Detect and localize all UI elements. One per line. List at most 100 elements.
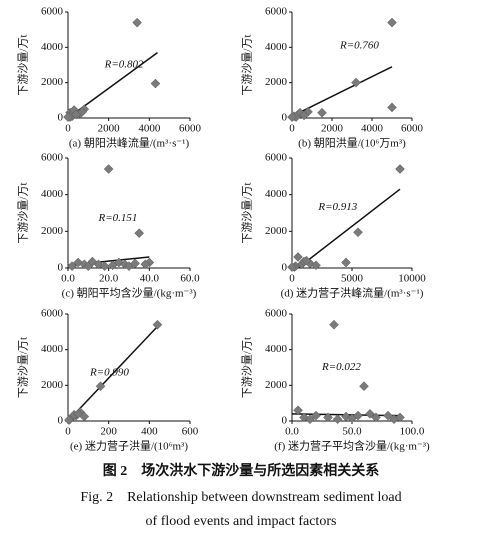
annotation: R=0.022 (321, 361, 361, 373)
point (365, 409, 375, 419)
x-tick-label: 6000 (401, 123, 424, 135)
point (130, 258, 140, 269)
x-axis-label: (b) 朝阳洪量/(10⁶万m³) (298, 136, 406, 150)
panel: 0 2000 4000 6000 0.0 50.0 100.0 下游沙量/万t (f) 迷力营子… (241, 308, 431, 453)
point (301, 255, 312, 266)
y-tick-label: 2000 (265, 379, 288, 391)
point (303, 106, 313, 117)
point (73, 257, 84, 268)
caption-en: of flood events and impact factors (146, 514, 337, 529)
x-tick-label: 20.0 (99, 273, 119, 285)
y-tick-label: 6000 (265, 308, 288, 320)
point (99, 261, 110, 272)
point (395, 412, 405, 423)
x-axis-label: (a) 朝阳洪峰流量/(m³·s⁻¹) (69, 136, 190, 150)
trendline (297, 188, 401, 269)
y-tick-label: 2000 (265, 76, 288, 88)
point (77, 106, 88, 117)
y-axis-label: 下游沙量/万t (17, 182, 30, 243)
caption-en: Fig. 2 Relationship between downstream s… (80, 490, 401, 505)
point (351, 77, 361, 88)
y-tick-label: 2000 (41, 379, 64, 391)
x-tick-label: 6000 (179, 123, 202, 135)
annotation: R=0.760 (339, 39, 379, 51)
point (103, 164, 114, 174)
y-axis-label: 下游沙量/万t (17, 34, 30, 95)
point (95, 381, 106, 392)
point (387, 102, 397, 113)
point (305, 414, 315, 425)
y-tick-label: 4000 (41, 188, 64, 200)
point (132, 17, 142, 28)
x-tick-label: 4000 (361, 123, 384, 135)
y-tick-label: 0 (58, 112, 64, 124)
panel: 0 2000 4000 6000 0 5000 10000 下游沙量/万t (d) 迷力营子洪峰… (241, 152, 427, 300)
x-tick-label: 600 (182, 426, 199, 438)
panel: 0 2000 4000 6000 0 200 400 600 下游沙量/万t (e) 迷力营子洪量… (17, 308, 199, 453)
x-tick-label: 60.0 (180, 273, 200, 285)
y-tick-label: 4000 (265, 41, 288, 53)
x-tick-label: 40.0 (140, 273, 160, 285)
point (383, 410, 393, 421)
y-tick-label: 2000 (41, 76, 64, 88)
y-axis-label: 下游沙量/万t (241, 337, 254, 398)
x-axis-label: (c) 朝阳平均含沙量/(kg·m⁻³) (62, 286, 197, 300)
x-tick-label: 2000 (98, 123, 121, 135)
point (353, 227, 363, 238)
x-tick-label: 5000 (341, 273, 364, 285)
x-axis-label: (d) 迷力营子洪峰流量/(m³·s⁻¹) (281, 286, 424, 300)
point (150, 78, 161, 89)
y-tick-label: 6000 (265, 152, 288, 164)
point (152, 319, 163, 330)
y-tick-label: 4000 (41, 343, 64, 355)
y-tick-label: 6000 (41, 6, 64, 18)
y-tick-label: 0 (58, 415, 64, 427)
y-tick-label: 6000 (41, 152, 64, 164)
x-tick-label: 0.0 (61, 273, 75, 285)
annotation: R=0.913 (317, 201, 357, 213)
point (341, 411, 351, 422)
y-tick-label: 2000 (41, 225, 64, 237)
point (63, 112, 73, 122)
point (64, 415, 74, 425)
point (134, 228, 145, 239)
y-tick-label: 0 (282, 415, 288, 427)
point (299, 110, 309, 121)
x-tick-label: 0 (65, 426, 71, 438)
y-tick-label: 0 (282, 112, 288, 124)
point (341, 257, 351, 268)
annotation: R=0.802 (104, 59, 144, 71)
x-tick-label: 400 (141, 426, 158, 438)
point (73, 409, 84, 419)
x-axis-label: (e) 迷力营子洪量/(10⁶m³) (70, 439, 188, 453)
y-tick-label: 4000 (265, 343, 288, 355)
point (329, 319, 339, 330)
y-tick-label: 4000 (265, 188, 288, 200)
point (323, 412, 333, 423)
y-tick-label: 6000 (265, 6, 288, 18)
y-axis-label: 下游沙量/万t (17, 337, 30, 398)
point (317, 107, 327, 118)
x-tick-label: 4000 (138, 123, 161, 135)
point (332, 414, 343, 425)
trendline (67, 325, 159, 422)
annotation: R=0.151 (98, 212, 138, 224)
x-tick-label: 2000 (321, 123, 344, 135)
point (359, 381, 369, 392)
panel: 0 2000 4000 6000 0.0 20.0 40.0 60.0 下游沙量/万t (c) 朝… (17, 152, 201, 300)
point (67, 261, 77, 272)
caption-cn: 图 2 场次洪水下游沙量与所选因素相关关系 (103, 462, 380, 479)
point (371, 412, 381, 423)
x-tick-label: 100.0 (400, 426, 425, 438)
panel: 0 2000 4000 6000 0 2000 4000 6000 下游沙量/万t (a) 朝阳洪… (17, 6, 202, 150)
y-tick-label: 2000 (265, 225, 288, 237)
point (311, 410, 321, 421)
annotation: R=0.990 (89, 366, 129, 378)
x-axis-label: (f) 迷力营子平均含沙量/(kg·m⁻³) (274, 439, 430, 453)
point (387, 17, 397, 28)
point (395, 164, 405, 174)
x-tick-label: 0 (289, 123, 295, 135)
x-tick-label: 0.0 (285, 426, 299, 438)
x-tick-label: 0 (65, 123, 71, 135)
point (140, 259, 151, 270)
